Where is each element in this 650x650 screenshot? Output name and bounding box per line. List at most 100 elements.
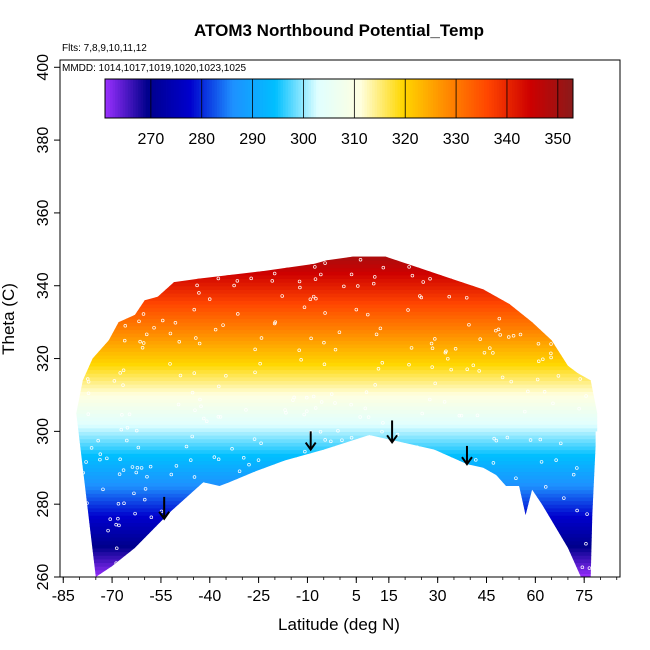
- obs-marker: [474, 458, 478, 462]
- colorbar-cell: [199, 79, 203, 118]
- colorbar-cell: [435, 79, 439, 118]
- obs-marker: [205, 419, 209, 424]
- obs-marker: [458, 276, 462, 280]
- obs-marker: [442, 400, 447, 404]
- chart-title: ATOM3 Northbound Potential_Temp: [194, 21, 484, 40]
- colorbar-cell: [506, 79, 510, 118]
- obs-marker: [371, 500, 376, 505]
- obs-marker: [127, 412, 132, 417]
- obs-marker: [415, 445, 419, 449]
- obs-marker: [331, 551, 336, 556]
- obs-marker: [381, 265, 386, 270]
- colorbar-cell: [318, 79, 322, 118]
- theta-band: [76, 376, 598, 381]
- colorbar-cell: [331, 79, 335, 118]
- colorbar-cell: [107, 79, 111, 118]
- obs-marker: [121, 468, 126, 472]
- obs-marker: [380, 361, 385, 365]
- colorbar-cell: [542, 79, 546, 118]
- obs-marker: [468, 278, 473, 282]
- colorbar-cell: [311, 79, 314, 118]
- obs-marker: [430, 365, 434, 369]
- obs-marker: [228, 270, 233, 275]
- colorbar-cell: [176, 79, 180, 118]
- obs-marker: [418, 544, 423, 549]
- x-tick-label: 15: [380, 588, 398, 605]
- obs-marker: [149, 515, 154, 520]
- colorbar-cell: [260, 79, 264, 118]
- obs-marker: [449, 367, 453, 372]
- colorbar-cell: [489, 79, 493, 118]
- obs-marker: [78, 491, 82, 495]
- obs-marker: [176, 402, 181, 407]
- obs-marker: [424, 567, 428, 571]
- obs-marker: [125, 438, 129, 443]
- theta-band: [76, 467, 598, 473]
- obs-marker: [407, 362, 411, 367]
- colorbar-cell: [275, 79, 279, 118]
- obs-marker: [80, 321, 84, 326]
- colorbar-cell: [410, 79, 414, 118]
- colorbar-cell: [229, 79, 233, 118]
- obs-marker: [433, 337, 437, 341]
- arrow-head: [386, 434, 398, 445]
- obs-marker: [210, 493, 215, 498]
- obs-marker: [580, 565, 585, 570]
- obs-marker: [168, 331, 173, 336]
- obs-marker: [572, 331, 576, 335]
- obs-marker: [342, 284, 346, 289]
- obs-marker: [145, 474, 149, 479]
- obs-marker: [337, 330, 342, 334]
- obs-marker: [272, 271, 277, 276]
- colorbar-cell: [237, 79, 241, 118]
- theta-band: [76, 562, 598, 567]
- colorbar-cell: [308, 79, 312, 118]
- obs-marker: [446, 356, 450, 361]
- obs-marker: [465, 367, 469, 371]
- obs-marker: [111, 292, 116, 296]
- colorbar-cell: [364, 79, 368, 118]
- obs-marker: [160, 318, 165, 323]
- obs-marker: [491, 461, 496, 465]
- obs-marker: [492, 436, 496, 441]
- obs-marker: [428, 276, 432, 281]
- x-tick-label: 5: [352, 588, 361, 605]
- obs-marker: [330, 538, 334, 543]
- obs-marker: [409, 346, 414, 350]
- obs-marker: [531, 310, 535, 314]
- obs-marker: [380, 429, 384, 434]
- obs-marker: [76, 387, 78, 391]
- colorbar-frame: [104, 78, 574, 119]
- colorbar-cell: [438, 79, 442, 118]
- obs-marker: [326, 489, 331, 493]
- colorbar-cell: [534, 79, 538, 118]
- x-tick-label: -55: [149, 588, 172, 605]
- theta-band: [76, 300, 598, 305]
- obs-marker: [374, 332, 379, 337]
- y-tick-label: 300: [35, 418, 52, 445]
- obs-marker: [280, 479, 285, 483]
- theta-band: [76, 566, 598, 571]
- arrow: [461, 445, 473, 466]
- obs-marker: [96, 438, 100, 443]
- obs-marker: [506, 335, 511, 339]
- obs-marker: [280, 294, 284, 298]
- obs-marker: [292, 497, 296, 502]
- colorbar-cell: [374, 79, 378, 118]
- colorbar-cell: [158, 79, 162, 118]
- theta-band: [76, 485, 598, 491]
- obs-marker: [399, 490, 404, 494]
- obs-marker: [237, 469, 242, 473]
- obs-marker: [363, 560, 368, 564]
- obs-marker: [259, 441, 263, 446]
- obs-marker: [236, 312, 240, 316]
- obs-marker: [404, 522, 409, 526]
- colorbar-cell: [361, 79, 365, 118]
- obs-marker: [329, 439, 333, 444]
- colorbar-cell: [110, 79, 114, 118]
- obs-marker: [305, 514, 310, 518]
- obs-marker: [191, 272, 195, 276]
- y-tick-label: 320: [35, 345, 52, 372]
- obs-marker: [218, 553, 223, 557]
- colorbar-cell: [372, 79, 376, 118]
